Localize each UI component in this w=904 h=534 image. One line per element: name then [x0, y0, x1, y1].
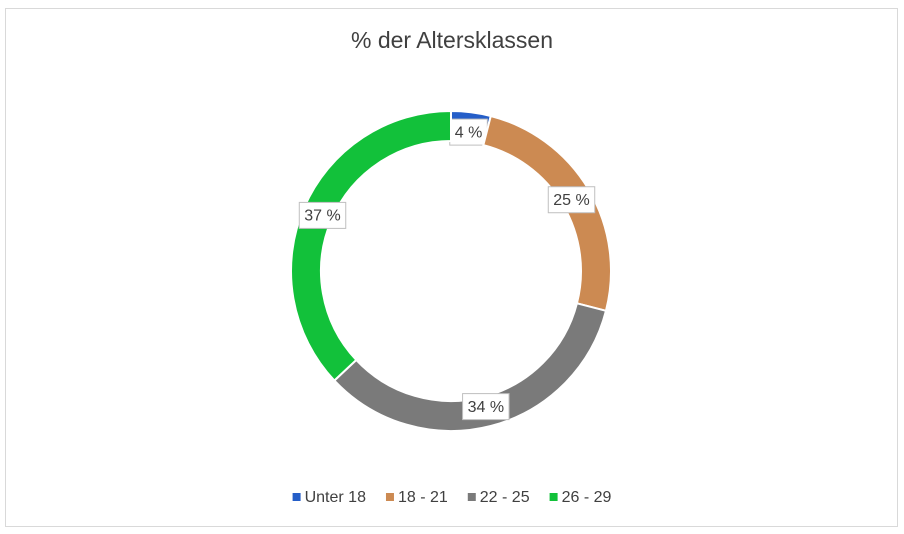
data-label: 37 % — [304, 208, 340, 225]
legend-marker — [385, 493, 394, 501]
data-label-box — [462, 393, 510, 421]
donut-segment — [290, 109, 452, 382]
legend-marker — [467, 493, 476, 501]
legend-label: Unter 18 — [305, 489, 366, 506]
chart-frame — [5, 8, 898, 527]
data-label: 34 % — [468, 399, 504, 416]
legend-marker — [292, 493, 301, 501]
data-label-box — [298, 201, 347, 229]
data-label: 4 % — [455, 124, 483, 141]
data-label: 25 % — [553, 192, 589, 209]
chart-title: % der Altersklassen — [351, 27, 553, 53]
legend-label: 18 - 21 — [398, 489, 448, 506]
legend-label: 26 - 29 — [562, 489, 612, 506]
legend-label: 22 - 25 — [480, 489, 530, 506]
data-label-box — [547, 186, 596, 214]
legend-marker — [549, 493, 558, 501]
